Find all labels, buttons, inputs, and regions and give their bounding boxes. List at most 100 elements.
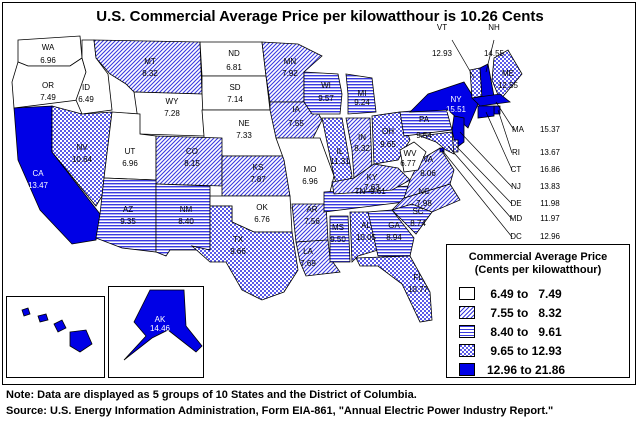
state-value-ct: 16.86 <box>540 165 561 174</box>
legend-range-2: 7.55 to 8.32 <box>487 306 562 320</box>
leader-line-md <box>447 145 513 220</box>
state-abbr-md: MD <box>510 214 523 223</box>
state-nm <box>155 183 211 257</box>
state-abbr-ia: IA <box>292 105 300 114</box>
state-mi <box>345 73 377 115</box>
leader-line-vt <box>451 39 475 79</box>
state-abbr-nj: NJ <box>511 182 521 191</box>
state-value-dc: 12.96 <box>540 232 561 241</box>
source-text: Source: U.S. Energy Information Administ… <box>6 405 554 417</box>
legend: Commercial Average Price (Cents per kilo… <box>446 244 630 378</box>
state-value-sc: 8.74 <box>410 219 426 228</box>
state-value-nm: 8.40 <box>178 217 194 226</box>
state-value-de: 11.98 <box>540 199 560 208</box>
state-value-va: 8.06 <box>420 169 436 178</box>
state-value-il: 11.31 <box>330 157 350 166</box>
state-abbr-ny: NY <box>450 95 462 104</box>
legend-title-line2: (Cents per kilowatthour) <box>474 264 602 276</box>
state-abbr-ri: RI <box>512 148 520 157</box>
state-abbr-sd: SD <box>229 83 240 92</box>
legend-swatch-1 <box>459 287 475 300</box>
legend-swatch-4 <box>459 344 475 357</box>
state-value-ri: 13.67 <box>540 148 561 157</box>
state-abbr-ar: AR <box>306 205 317 214</box>
state-value-wy: 7.28 <box>164 109 180 118</box>
state-abbr-la: LA <box>303 247 313 256</box>
state-abbr-ms: MS <box>332 223 344 232</box>
state-value-ks: 7.87 <box>250 175 266 184</box>
state-value-co: 8.15 <box>184 159 200 168</box>
state-mt <box>93 39 203 95</box>
state-value-id: 6.49 <box>78 95 94 104</box>
state-abbr-wv: WV <box>404 149 418 158</box>
state-value-ak: 14.46 <box>150 324 171 333</box>
state-abbr-wi: WI <box>321 81 331 90</box>
state-ms <box>329 215 351 263</box>
state-abbr-ks: KS <box>253 163 264 172</box>
state-value-nj: 13.83 <box>540 182 561 191</box>
state-abbr-hi: HI <box>32 343 40 352</box>
state-value-pa: 9.54 <box>416 131 432 140</box>
hawaii-inset <box>6 296 105 378</box>
state-abbr-me: ME <box>502 69 514 78</box>
state-abbr-vt: VT <box>437 23 447 32</box>
state-value-in: 8.32 <box>354 144 370 153</box>
note-text: Note: Data are displayed as 5 groups of … <box>6 389 417 401</box>
state-sd <box>201 75 271 111</box>
leader-line-ma <box>495 101 515 131</box>
state-value-mn: 7.92 <box>282 69 298 78</box>
state-value-oh: 9.65 <box>380 140 396 149</box>
map-frame <box>2 2 636 385</box>
state-abbr-fl: FL <box>413 273 423 282</box>
state-abbr-nm: NM <box>180 205 193 214</box>
state-abbr-tx: TX <box>233 235 244 244</box>
state-value-ne: 7.33 <box>236 131 252 140</box>
state-abbr-al: AL <box>361 221 371 230</box>
state-value-hi: 21.86 <box>26 353 47 362</box>
leader-line-dc <box>441 149 513 238</box>
state-abbr-de: DE <box>510 199 521 208</box>
state-value-wv: 6.77 <box>400 159 416 168</box>
state-value-nd: 6.81 <box>226 63 242 72</box>
state-value-ut: 6.96 <box>122 159 138 168</box>
state-value-ny: 15.51 <box>446 105 467 114</box>
state-abbr-ca: CA <box>32 169 44 178</box>
state-value-me: 12.55 <box>498 81 519 90</box>
state-value-ma: 15.37 <box>540 125 561 134</box>
state-abbr-mi: MI <box>358 89 367 98</box>
state-ky <box>331 163 411 195</box>
state-abbr-sc: SC <box>412 207 423 216</box>
state-abbr-nd: ND <box>228 49 240 58</box>
leader-line-nh <box>485 39 495 73</box>
state-abbr-nh: NH <box>488 23 500 32</box>
state-me <box>491 49 523 101</box>
state-value-ok: 6.76 <box>254 215 270 224</box>
state-ak <box>123 289 203 361</box>
state-abbr-mn: MN <box>284 57 297 66</box>
state-value-tx: 9.66 <box>230 247 246 256</box>
state-abbr-az: AZ <box>123 205 133 214</box>
state-value-ca: 13.47 <box>28 181 49 190</box>
state-value-al: 10.05 <box>356 233 377 242</box>
state-value-nc: 7.98 <box>416 199 432 208</box>
state-abbr-ut: UT <box>125 147 136 156</box>
state-ma <box>471 93 511 107</box>
state-la <box>295 239 341 277</box>
state-abbr-mo: MO <box>304 165 317 174</box>
leader-line-nj <box>459 131 513 188</box>
state-abbr-co: CO <box>186 147 198 156</box>
state-abbr-ct: CT <box>511 165 522 174</box>
state-abbr-oh: OH <box>382 127 394 136</box>
state-value-az: 9.35 <box>120 217 136 226</box>
state-wi <box>303 71 343 115</box>
state-abbr-va: VA <box>423 155 434 164</box>
state-value-nh: 14.55 <box>484 49 505 58</box>
legend-swatch-3 <box>459 325 475 338</box>
leader-line-de <box>455 145 513 205</box>
state-value-or: 7.49 <box>40 93 56 102</box>
state-abbr-ne: NE <box>238 119 249 128</box>
legend-swatch-2 <box>459 306 475 319</box>
state-value-ky: 7.63 <box>364 183 380 192</box>
legend-title: Commercial Average Price (Cents per kilo… <box>447 251 629 277</box>
